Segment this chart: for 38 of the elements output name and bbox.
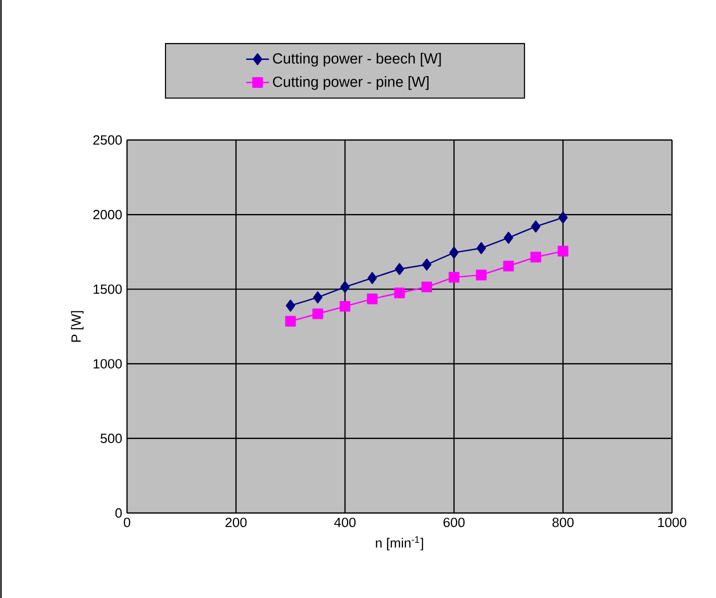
point [448, 272, 460, 283]
y-tick-label: 500 [100, 434, 122, 444]
x-tick-label: 1000 [658, 518, 686, 528]
point [503, 260, 514, 272]
x-tick-label: 200 [226, 518, 247, 528]
point [421, 282, 432, 292]
point [366, 294, 378, 304]
point [394, 288, 405, 298]
point [530, 252, 542, 262]
point [558, 212, 568, 224]
y-axis-title: P [W] [71, 311, 84, 342]
point [312, 308, 324, 320]
point [504, 232, 514, 244]
point [286, 300, 296, 312]
x-tick-label: 600 [444, 518, 465, 528]
point [476, 242, 486, 254]
x-axis-title: n [min$^{-1}$] [376, 536, 424, 550]
y-tick-label: 1000 [94, 359, 122, 368]
point [422, 258, 432, 271]
point [340, 301, 350, 312]
point [313, 291, 322, 304]
legend-label: Cutting power - beech [W] [273, 52, 441, 67]
point [558, 246, 568, 256]
point [368, 272, 377, 284]
point [476, 270, 487, 280]
point [285, 316, 296, 327]
x-tick-label: 400 [334, 518, 356, 528]
x-tick-label: 800 [552, 518, 574, 528]
y-tick-label: 1500 [94, 284, 122, 294]
y-tick-label: 0 [115, 508, 122, 518]
point [340, 280, 350, 293]
point [449, 246, 459, 259]
point [394, 263, 404, 276]
y-tick-label: 2500 [93, 135, 122, 145]
legend-label: Cutting power - pine [W] [273, 76, 429, 90]
y-tick-label: 2000 [93, 210, 122, 220]
x-tick-label: 0 [124, 518, 130, 528]
point [531, 220, 540, 233]
